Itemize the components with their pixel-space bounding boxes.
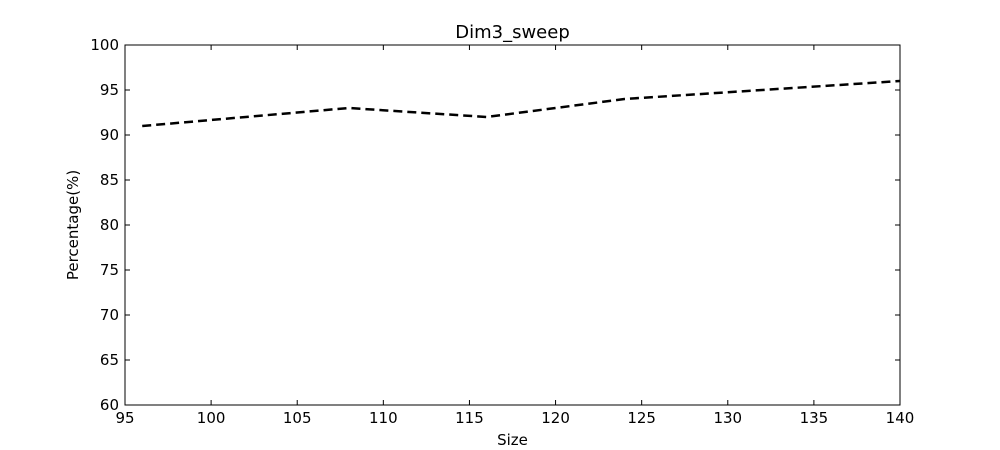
y-axis: 60 65 70 75 80 85 90 95 100 (90, 36, 900, 414)
y-axis-label: Percentage(%) (64, 170, 82, 280)
x-tick-label: 125 (627, 409, 656, 427)
x-tick-label: 115 (455, 409, 484, 427)
y-tick-label: 80 (100, 216, 119, 234)
y-tick-label: 70 (100, 306, 119, 324)
series-line (142, 79, 901, 128)
y-tick-label: 75 (100, 261, 119, 279)
x-axis: 95 100 105 110 115 120 125 130 135 140 (115, 45, 914, 427)
y-tick-label: 95 (100, 81, 119, 99)
x-tick-label: 140 (886, 409, 915, 427)
y-tick-label: 85 (100, 171, 119, 189)
y-tick-label: 90 (100, 126, 119, 144)
x-tick-label: 100 (197, 409, 226, 427)
x-axis-label: Size (497, 431, 528, 449)
y-tick-label: 100 (90, 36, 119, 54)
x-tick-label: 105 (283, 409, 312, 427)
plot-series-group (142, 79, 901, 128)
y-tick-label: 60 (100, 396, 119, 414)
x-tick-label: 95 (115, 409, 134, 427)
chart-title: Dim3_sweep (455, 22, 570, 43)
x-tick-label: 110 (369, 409, 398, 427)
plot-frame (124, 44, 901, 406)
x-tick-label: 130 (713, 409, 742, 427)
x-tick-label: 120 (541, 409, 570, 427)
x-tick-label: 135 (800, 409, 829, 427)
y-tick-label: 65 (100, 351, 119, 369)
